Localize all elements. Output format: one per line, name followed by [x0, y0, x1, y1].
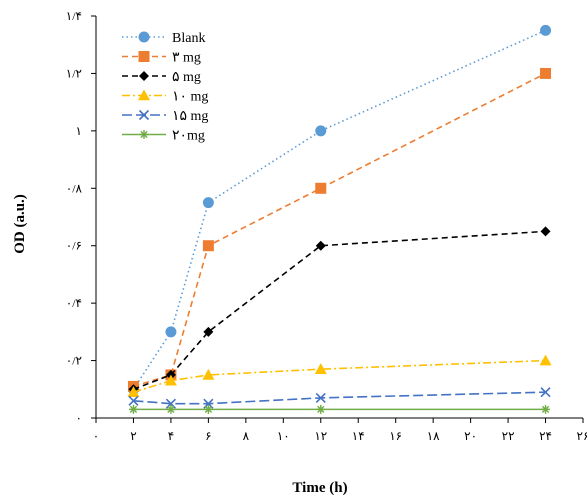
series-3 [127, 354, 552, 397]
legend-label: ۱۵ mg [172, 109, 208, 124]
x-tick-label: ۶ [205, 429, 211, 443]
x-tick-label: ۱۶ [389, 429, 402, 443]
x-axis-title: Time (h) [292, 480, 347, 496]
legend-marker [138, 89, 150, 101]
legend-label: ۵ mg [172, 70, 201, 85]
x-tick-label: ۸ [243, 429, 250, 443]
y-tick-label: ۱/۴ [66, 9, 82, 23]
x-tick-label: ۴ [168, 429, 174, 443]
x-tick-label: ۱۸ [427, 429, 440, 443]
legend-label: ۳ mg [172, 51, 201, 66]
series-line [133, 230, 546, 391]
y-tick-label: ۰/۶ [66, 239, 82, 253]
y-tick-label: ۰ [76, 411, 82, 425]
legend-label: Blank [172, 31, 205, 46]
data-point [539, 354, 552, 366]
x-tick-label: ۱۲ [314, 429, 327, 443]
x-tick-label: ۰ [93, 429, 99, 443]
y-tick-label: ۱/۲ [66, 66, 82, 80]
data-point [203, 404, 213, 414]
legend: Blank ۳ mg ۵ mg ۱۰ mg ۱۵ mg ۲۰mg [122, 31, 208, 144]
x-tick-label: ۲۶ [577, 429, 587, 443]
y-tick-label: ۰/۴ [66, 296, 82, 310]
legend-marker [139, 130, 149, 139]
data-point [164, 374, 177, 386]
legend-label: ۱۰ mg [172, 90, 208, 105]
y-tick-label: ۰/۲ [66, 354, 82, 368]
y-tick-label: ۱ [76, 124, 82, 138]
data-point [314, 363, 327, 374]
data-point [540, 226, 551, 237]
x-tick-label: ۲۰ [464, 429, 477, 443]
data-point [202, 368, 215, 380]
data-point [315, 240, 326, 251]
data-point [127, 386, 140, 397]
data-point [315, 392, 326, 403]
x-tick-label: ۲۲ [502, 429, 515, 443]
legend-label: ۲۰mg [172, 129, 205, 144]
series-4 [128, 387, 551, 409]
data-point [128, 395, 139, 406]
data-point [202, 197, 214, 209]
legend-marker [138, 31, 150, 43]
series-line [133, 391, 546, 405]
x-tick-label: ۲ [130, 429, 136, 443]
data-point [128, 404, 138, 414]
data-point [540, 67, 552, 79]
x-tick-label: ۱۴ [352, 429, 365, 443]
series-line [133, 359, 546, 393]
legend-marker [139, 71, 149, 81]
data-point [203, 326, 214, 337]
data-point [540, 387, 551, 398]
data-point [541, 404, 551, 414]
series-5 [128, 404, 551, 414]
data-point [165, 326, 177, 338]
data-point [316, 404, 326, 414]
data-point [315, 182, 327, 194]
y-tick-label: ۰/۸ [66, 181, 83, 195]
y-axis-title: OD (a.u.) [12, 194, 28, 254]
data-point [540, 24, 552, 36]
x-tick-label: ۱۰ [277, 429, 290, 443]
legend-marker [138, 109, 150, 121]
x-tick-label: ۲۴ [539, 429, 552, 443]
data-point [202, 240, 214, 252]
data-point [166, 404, 176, 414]
data-point [315, 125, 327, 137]
legend-marker [138, 51, 150, 62]
